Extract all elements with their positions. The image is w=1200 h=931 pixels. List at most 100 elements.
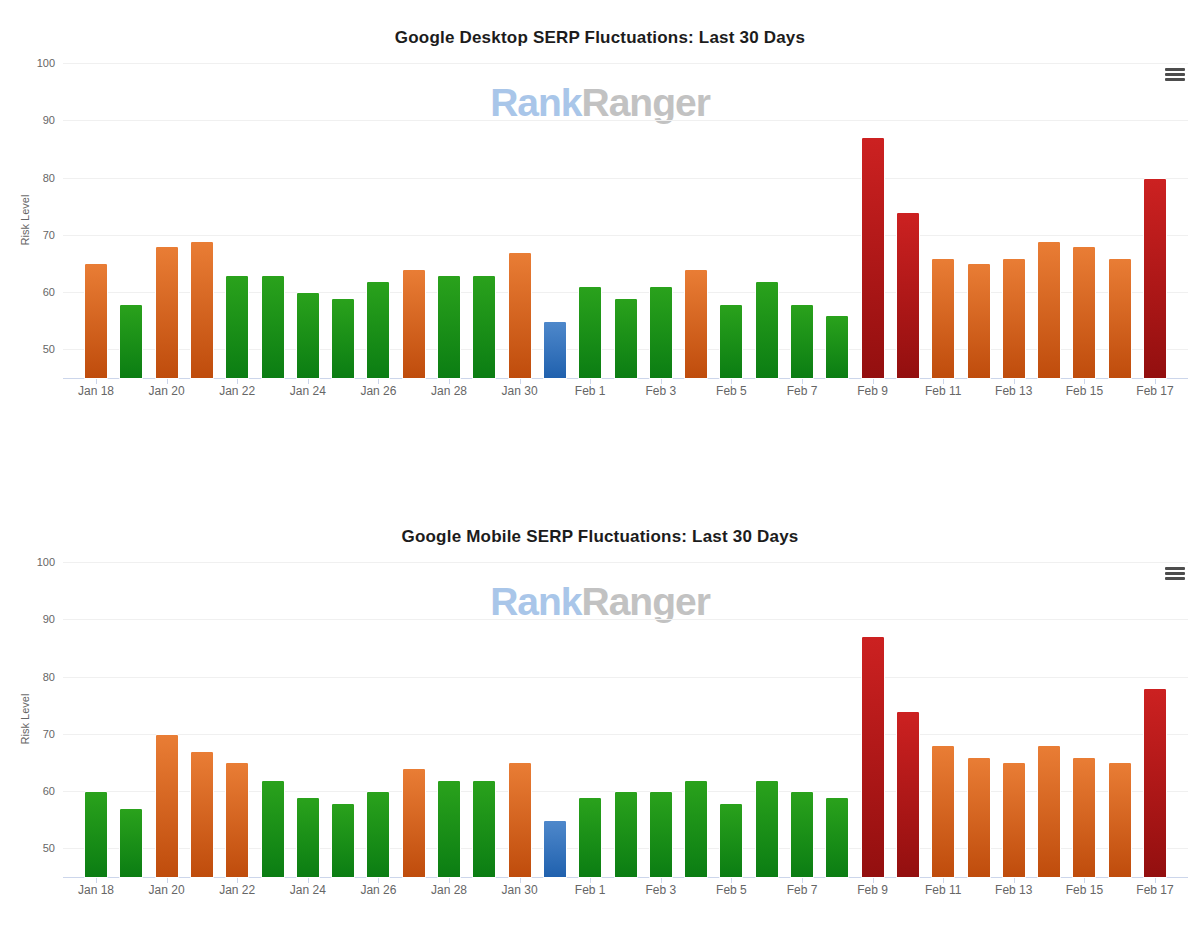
bar-jan-18[interactable] — [84, 791, 108, 878]
x-axis-label: Feb 9 — [843, 883, 903, 897]
bar-feb-13[interactable] — [1002, 258, 1026, 379]
gridline — [63, 120, 1188, 121]
bar-jan-30[interactable] — [508, 252, 532, 379]
watermark-ranger: Ranger — [582, 81, 710, 124]
menu-bar-line — [1165, 567, 1185, 570]
x-axis-label: Jan 22 — [207, 384, 267, 398]
x-axis-label: Feb 11 — [913, 384, 973, 398]
x-axis-label: Jan 18 — [66, 384, 126, 398]
bar-feb-2[interactable] — [614, 298, 638, 379]
bar-jan-27[interactable] — [402, 768, 426, 878]
bar-feb-3[interactable] — [649, 286, 673, 379]
watermark-rank: Rank — [490, 580, 581, 623]
x-axis-label: Feb 5 — [701, 883, 761, 897]
bar-jan-28[interactable] — [437, 780, 461, 878]
bar-jan-23[interactable] — [261, 780, 285, 878]
bar-jan-31[interactable] — [543, 321, 567, 379]
bar-jan-18[interactable] — [84, 263, 108, 379]
bar-jan-25[interactable] — [331, 803, 355, 878]
bar-feb-5[interactable] — [719, 803, 743, 878]
bar-jan-24[interactable] — [296, 292, 320, 379]
bar-feb-17[interactable] — [1143, 178, 1167, 379]
gridline — [63, 63, 1188, 64]
bar-feb-10[interactable] — [896, 711, 920, 878]
bar-feb-11[interactable] — [931, 745, 955, 878]
bar-feb-1[interactable] — [578, 797, 602, 878]
bar-feb-5[interactable] — [719, 304, 743, 379]
bar-jan-21[interactable] — [190, 241, 214, 379]
y-axis-tick-label: 90 — [15, 114, 55, 126]
x-axis-label: Jan 28 — [419, 384, 479, 398]
bar-jan-24[interactable] — [296, 797, 320, 878]
gridline — [63, 562, 1188, 563]
y-axis-tick-label: 80 — [15, 671, 55, 683]
bar-feb-4[interactable] — [684, 269, 708, 379]
bar-feb-6[interactable] — [755, 281, 779, 379]
bar-feb-10[interactable] — [896, 212, 920, 379]
bar-feb-15[interactable] — [1072, 757, 1096, 878]
x-axis-label: Jan 26 — [348, 883, 408, 897]
y-axis-tick-label: 50 — [15, 842, 55, 854]
menu-bar-line — [1165, 78, 1185, 81]
bar-jan-27[interactable] — [402, 269, 426, 379]
bar-jan-26[interactable] — [366, 791, 390, 878]
bar-feb-13[interactable] — [1002, 762, 1026, 878]
gridline — [63, 235, 1188, 236]
bar-feb-9[interactable] — [861, 137, 885, 379]
chart-menu-icon[interactable] — [1165, 567, 1185, 581]
bar-jan-19[interactable] — [119, 808, 143, 878]
x-axis-label: Jan 20 — [137, 384, 197, 398]
menu-bar-line — [1165, 577, 1185, 580]
bar-jan-30[interactable] — [508, 762, 532, 878]
bar-feb-8[interactable] — [825, 315, 849, 379]
bar-feb-7[interactable] — [790, 791, 814, 878]
gridline — [63, 178, 1188, 179]
bar-jan-26[interactable] — [366, 281, 390, 379]
x-axis-label: Feb 7 — [772, 883, 832, 897]
x-axis-label: Jan 22 — [207, 883, 267, 897]
bar-jan-31[interactable] — [543, 820, 567, 878]
gridline — [63, 677, 1188, 678]
bar-feb-7[interactable] — [790, 304, 814, 379]
y-axis-tick-label: 100 — [15, 57, 55, 69]
bar-feb-6[interactable] — [755, 780, 779, 878]
menu-bar-line — [1165, 73, 1185, 76]
bar-jan-28[interactable] — [437, 275, 461, 379]
bar-feb-15[interactable] — [1072, 246, 1096, 379]
bar-feb-4[interactable] — [684, 780, 708, 878]
bar-feb-3[interactable] — [649, 791, 673, 878]
bar-jan-19[interactable] — [119, 304, 143, 379]
bar-feb-16[interactable] — [1108, 762, 1132, 878]
x-axis-label: Feb 13 — [984, 883, 1044, 897]
chart-title: Google Mobile SERP Fluctuations: Last 30… — [0, 527, 1200, 547]
bar-feb-12[interactable] — [967, 757, 991, 878]
bar-jan-29[interactable] — [472, 780, 496, 878]
bar-feb-12[interactable] — [967, 263, 991, 379]
bar-jan-20[interactable] — [155, 734, 179, 878]
bar-feb-9[interactable] — [861, 636, 885, 878]
x-axis-label: Feb 13 — [984, 384, 1044, 398]
page: Google Desktop SERP Fluctuations: Last 3… — [0, 0, 1200, 931]
bar-feb-1[interactable] — [578, 286, 602, 379]
bar-feb-16[interactable] — [1108, 258, 1132, 379]
bar-feb-17[interactable] — [1143, 688, 1167, 878]
x-axis-label: Jan 20 — [137, 883, 197, 897]
bar-jan-25[interactable] — [331, 298, 355, 379]
x-axis-label: Jan 24 — [278, 883, 338, 897]
bar-jan-29[interactable] — [472, 275, 496, 379]
bar-jan-22[interactable] — [225, 762, 249, 878]
x-axis-label: Feb 9 — [843, 384, 903, 398]
x-axis-label: Feb 17 — [1125, 384, 1185, 398]
bar-jan-20[interactable] — [155, 246, 179, 379]
bar-feb-14[interactable] — [1037, 241, 1061, 379]
x-axis-label: Feb 7 — [772, 384, 832, 398]
menu-bar-line — [1165, 572, 1185, 575]
bar-jan-21[interactable] — [190, 751, 214, 878]
bar-feb-2[interactable] — [614, 791, 638, 878]
bar-feb-8[interactable] — [825, 797, 849, 878]
bar-feb-11[interactable] — [931, 258, 955, 379]
bar-jan-23[interactable] — [261, 275, 285, 379]
bar-feb-14[interactable] — [1037, 745, 1061, 878]
chart-menu-icon[interactable] — [1165, 68, 1185, 82]
bar-jan-22[interactable] — [225, 275, 249, 379]
